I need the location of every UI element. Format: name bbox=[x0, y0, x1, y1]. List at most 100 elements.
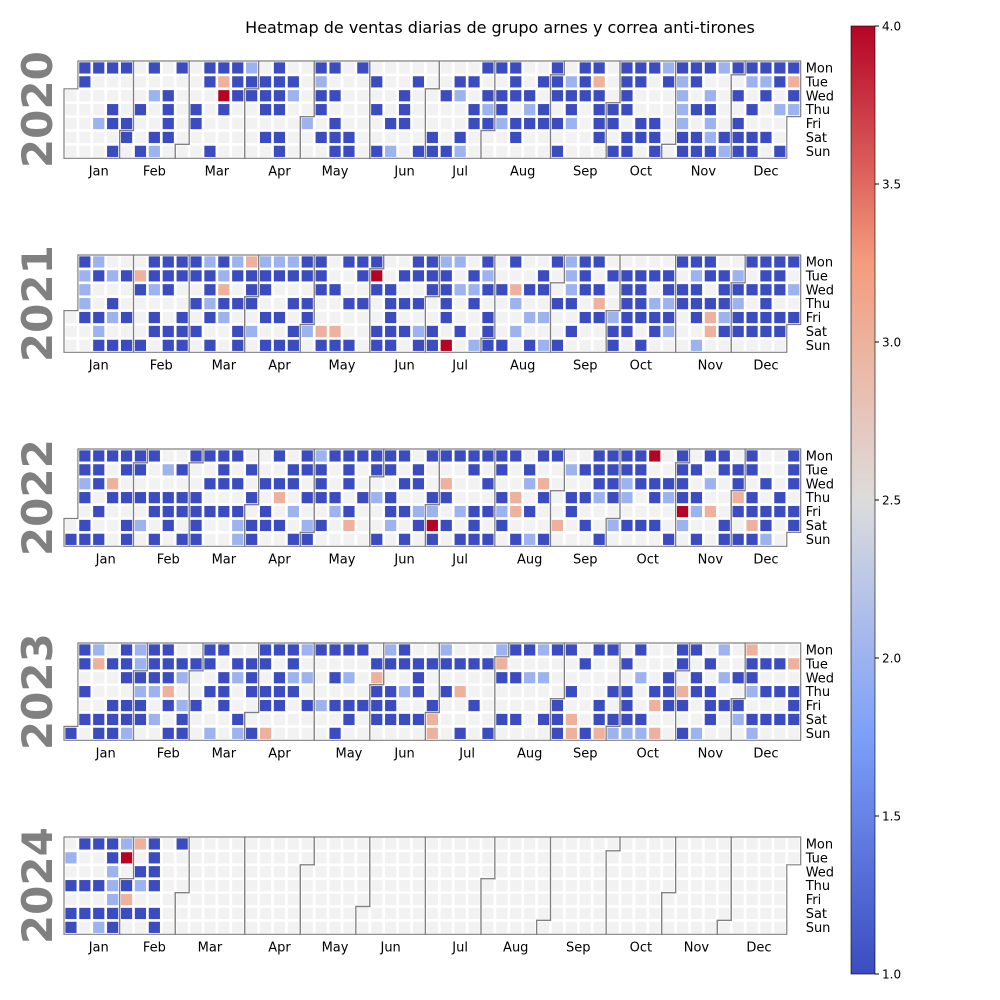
day-cell-empty bbox=[190, 76, 202, 88]
day-cell-empty bbox=[551, 284, 564, 296]
day-cell-empty bbox=[162, 880, 174, 892]
day-cell bbox=[120, 450, 133, 462]
day-cell-empty bbox=[607, 880, 619, 892]
day-cell bbox=[704, 311, 716, 324]
day-cell bbox=[162, 658, 174, 670]
day-cell bbox=[774, 62, 786, 74]
day-cell-empty bbox=[732, 450, 744, 462]
day-cell-empty bbox=[579, 505, 591, 518]
day-cell bbox=[301, 533, 313, 545]
day-cell-empty bbox=[537, 907, 550, 920]
day-cell bbox=[468, 450, 480, 462]
day-cell-empty bbox=[343, 62, 355, 74]
day-cell-empty bbox=[454, 492, 466, 504]
day-cell-empty bbox=[218, 117, 230, 130]
day-cell bbox=[301, 519, 313, 532]
day-cell-empty bbox=[593, 519, 605, 532]
day-cell-empty bbox=[676, 311, 689, 324]
day-cell-empty bbox=[551, 866, 564, 878]
month-label: Aug bbox=[517, 552, 542, 567]
day-cell bbox=[510, 284, 522, 296]
day-cell bbox=[621, 713, 633, 726]
day-cell bbox=[468, 658, 480, 670]
day-cell bbox=[579, 76, 591, 88]
day-cell bbox=[732, 699, 744, 712]
day-cell bbox=[148, 325, 160, 338]
day-cell bbox=[315, 104, 327, 116]
day-cell bbox=[649, 298, 661, 310]
day-cell-empty bbox=[621, 921, 633, 933]
month-label: Jan bbox=[95, 746, 116, 761]
day-cell-empty bbox=[760, 104, 772, 116]
day-cell bbox=[218, 644, 230, 656]
day-cell-empty bbox=[621, 907, 633, 920]
day-cell-empty bbox=[454, 339, 466, 351]
day-cell-empty bbox=[468, 893, 480, 906]
day-cell bbox=[704, 62, 716, 74]
day-cell bbox=[468, 76, 480, 88]
day-cell bbox=[343, 464, 355, 476]
day-cell-empty bbox=[426, 672, 438, 684]
day-cell-empty bbox=[246, 866, 258, 878]
day-cell bbox=[732, 311, 744, 324]
day-cell bbox=[93, 478, 105, 490]
weekday-label: Sat bbox=[806, 131, 827, 146]
day-cell bbox=[676, 478, 689, 490]
day-cell bbox=[371, 145, 383, 157]
day-cell-empty bbox=[343, 270, 355, 282]
day-cell bbox=[426, 713, 438, 726]
day-cell-empty bbox=[593, 145, 605, 157]
day-cell bbox=[676, 519, 689, 532]
day-cell-empty bbox=[774, 339, 786, 351]
day-cell bbox=[635, 450, 647, 462]
day-cell-empty bbox=[134, 298, 147, 310]
day-cell bbox=[468, 339, 480, 351]
day-cell bbox=[510, 672, 522, 684]
day-cell-empty bbox=[635, 880, 647, 892]
day-cell-empty bbox=[690, 658, 703, 670]
day-cell bbox=[120, 727, 133, 739]
day-cell bbox=[329, 727, 341, 739]
day-cell-empty bbox=[398, 256, 411, 268]
day-cell bbox=[496, 450, 508, 462]
day-cell-empty bbox=[454, 838, 466, 850]
day-cell-empty bbox=[371, 90, 383, 102]
day-cell-empty bbox=[79, 90, 91, 102]
day-cell-empty bbox=[565, 658, 577, 670]
day-cell bbox=[107, 893, 119, 906]
day-cell-empty bbox=[65, 838, 77, 850]
year-label: 2023 bbox=[13, 633, 62, 750]
day-cell bbox=[343, 713, 355, 726]
day-cell bbox=[162, 90, 174, 102]
day-cell-empty bbox=[190, 880, 202, 892]
day-cell bbox=[246, 519, 258, 532]
day-cell bbox=[287, 76, 299, 88]
day-cell bbox=[107, 713, 119, 726]
day-cell-empty bbox=[120, 284, 133, 296]
day-cell bbox=[468, 298, 480, 310]
month-label: Nov bbox=[698, 358, 724, 373]
day-cell-empty bbox=[93, 90, 105, 102]
day-cell bbox=[607, 104, 619, 116]
day-cell bbox=[663, 699, 675, 712]
month-outline bbox=[730, 254, 802, 353]
day-cell bbox=[537, 339, 550, 351]
day-cell-empty bbox=[412, 907, 425, 920]
day-cell-empty bbox=[496, 145, 508, 157]
day-cell-empty bbox=[162, 907, 174, 920]
day-cell bbox=[134, 644, 147, 656]
day-cell-empty bbox=[454, 644, 466, 656]
day-cell-empty bbox=[232, 866, 244, 878]
day-cell bbox=[148, 492, 160, 504]
day-cell bbox=[482, 505, 494, 518]
day-cell bbox=[676, 464, 689, 476]
day-cell-empty bbox=[385, 838, 397, 850]
day-cell bbox=[148, 921, 160, 933]
day-cell-empty bbox=[524, 921, 536, 933]
day-cell bbox=[690, 145, 703, 157]
day-cell bbox=[148, 533, 160, 545]
day-cell bbox=[246, 325, 258, 338]
month-label: Feb bbox=[143, 164, 166, 179]
day-cell bbox=[621, 519, 633, 532]
day-cell-empty bbox=[232, 907, 244, 920]
